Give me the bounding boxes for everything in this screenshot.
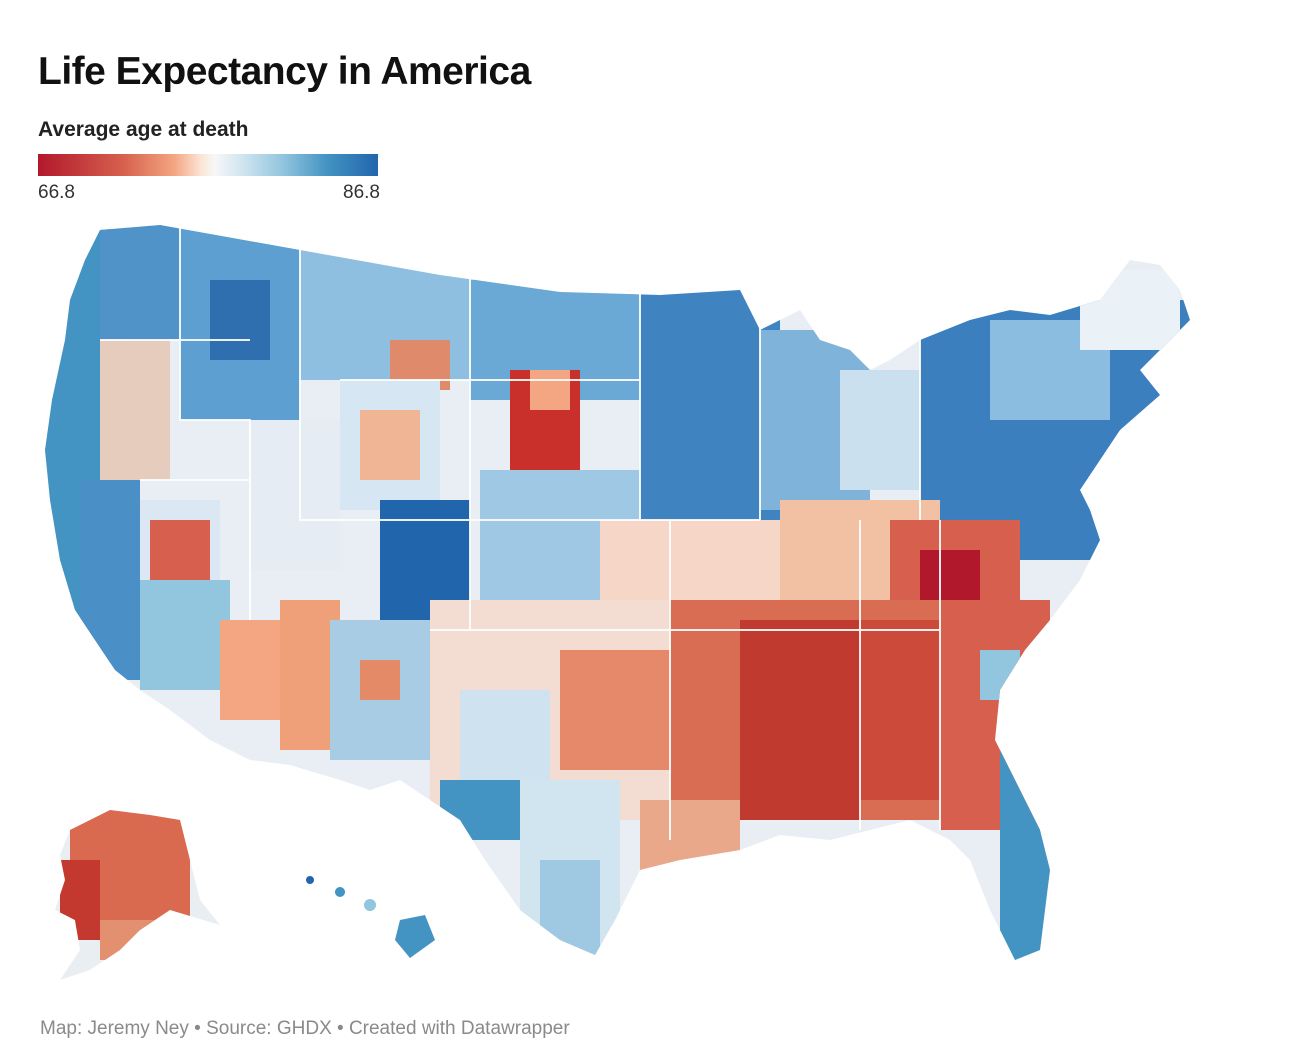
map-title: Life Expectancy in America <box>38 50 531 93</box>
legend-title: Average age at death <box>38 118 249 141</box>
map-credits: Map: Jeremy Ney • Source: GHDX • Created… <box>40 1018 570 1039</box>
color-legend: Average age at death 66.8 86.8 <box>38 118 380 204</box>
alaska-counties <box>55 810 220 980</box>
legend-min-label: 66.8 <box>38 182 75 203</box>
state-borders <box>100 220 941 840</box>
legend-max-label: 86.8 <box>343 182 380 203</box>
us-choropleth-map[interactable] <box>40 220 1250 990</box>
legend-gradient-bar <box>38 154 378 176</box>
hawaii-islands <box>306 876 435 958</box>
contiguous-us-counties <box>45 225 1190 960</box>
